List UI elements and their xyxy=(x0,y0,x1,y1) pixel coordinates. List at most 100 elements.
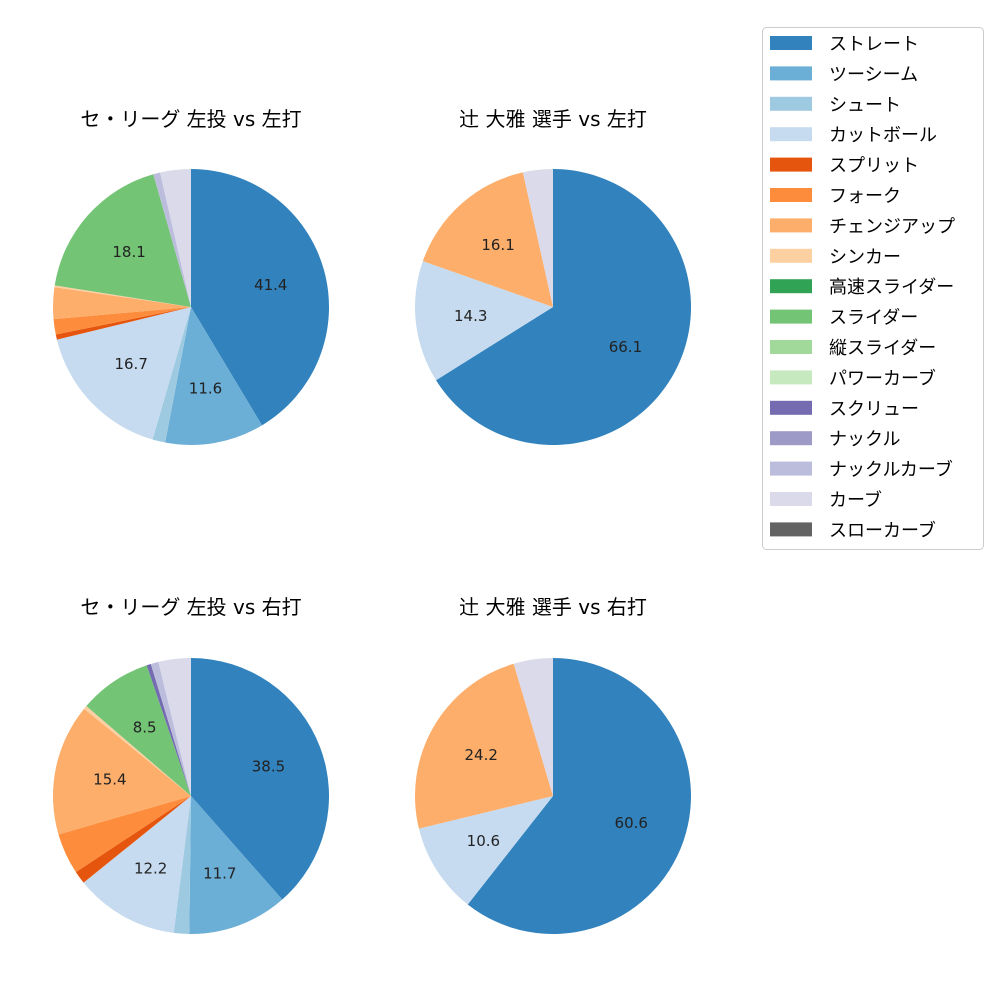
pie-slice xyxy=(153,172,191,307)
legend-swatch xyxy=(770,218,812,233)
pie-slice xyxy=(86,665,191,796)
slice-label: 15.4 xyxy=(93,770,126,788)
pie-slice xyxy=(53,708,191,835)
slice-label: 38.5 xyxy=(252,758,285,776)
legend-item: スローカーブ xyxy=(770,519,936,541)
legend-item: チェンジアップ xyxy=(770,216,955,237)
pie-slice xyxy=(54,285,192,307)
pie-slice xyxy=(150,661,191,796)
legend-label: 高速スライダー xyxy=(829,277,954,298)
pie-slice xyxy=(152,307,191,443)
pie-title: 辻 大雅 選手 vs 左打 xyxy=(459,107,647,131)
pie-chart-2: 辻 大雅 選手 vs 左打 66.1 14.3 16.1 xyxy=(415,107,692,445)
pie-slice xyxy=(415,261,553,381)
pie-slice xyxy=(160,169,191,307)
pie-slice xyxy=(54,174,192,307)
pie-chart-3: セ・リーグ 左投 vs 右打 38.5 11.7 12.2 15.4 8.5 xyxy=(53,595,330,934)
pie-slice xyxy=(55,307,192,340)
legend-label: フォーク xyxy=(829,186,901,207)
pie-slice xyxy=(191,169,330,426)
pie-slice xyxy=(513,658,553,796)
legend-label: スクリュー xyxy=(829,399,919,420)
legend-label: チェンジアップ xyxy=(829,216,955,237)
slice-label: 66.1 xyxy=(609,338,642,356)
legend-swatch xyxy=(770,127,812,142)
pie-title: セ・リーグ 左投 vs 左打 xyxy=(80,107,301,131)
legend-swatch xyxy=(770,188,812,202)
legend-swatch xyxy=(770,279,812,294)
slice-label: 24.2 xyxy=(465,746,498,764)
legend-item: 高速スライダー xyxy=(770,277,954,298)
legend-item: カットボール xyxy=(770,125,937,146)
pie-slice xyxy=(53,307,191,335)
legend-swatch xyxy=(770,96,812,111)
pie-slice xyxy=(467,658,691,935)
pie-slice xyxy=(422,172,553,307)
legend-label: シュート xyxy=(829,95,901,116)
pie-slice xyxy=(189,796,283,934)
legend-item: パワーカーブ xyxy=(770,367,936,389)
legend-item: フォーク xyxy=(770,186,901,207)
slice-label: 60.6 xyxy=(615,814,648,832)
legend-label: ナックルカーブ xyxy=(829,459,953,481)
legend-swatch xyxy=(770,36,812,50)
legend-label: スローカーブ xyxy=(829,519,936,541)
pie-title: セ・リーグ 左投 vs 右打 xyxy=(80,595,301,619)
legend-item: スクリュー xyxy=(770,399,919,420)
pie-slice xyxy=(522,169,553,307)
slice-label: 12.2 xyxy=(134,859,167,877)
legend-label: シンカー xyxy=(829,247,901,268)
pie-title: 辻 大雅 選手 vs 右打 xyxy=(459,595,647,619)
pie-slice xyxy=(158,658,191,796)
legend-label: ツーシーム xyxy=(829,64,918,85)
pie-slice xyxy=(83,796,191,933)
legend-label: スプリット xyxy=(829,156,919,177)
slice-label: 14.3 xyxy=(454,307,487,325)
pie-slice xyxy=(58,796,191,873)
legend-swatch xyxy=(770,248,812,263)
slice-label: 10.6 xyxy=(467,832,500,850)
legend-label: パワーカーブ xyxy=(829,367,936,389)
legend-swatch xyxy=(770,431,812,446)
legend-label: カットボール xyxy=(829,125,937,146)
slice-label: 18.1 xyxy=(112,243,145,261)
pie-slice xyxy=(146,663,191,796)
legend-item: ナックル xyxy=(770,429,900,450)
pie-slice xyxy=(191,658,330,900)
pie-chart-1: セ・リーグ 左投 vs 左打 41.4 11.6 16.7 18.1 xyxy=(53,107,330,445)
legend-item: スライダー xyxy=(770,308,918,329)
pie-slice xyxy=(165,307,262,445)
pie-slice xyxy=(56,307,191,440)
pie-slice xyxy=(84,706,191,796)
pie-slice xyxy=(436,169,692,445)
legend-label: ナックル xyxy=(829,429,900,450)
pie-slice xyxy=(418,796,553,905)
legend-swatch xyxy=(770,461,812,476)
legend-label: ストレート xyxy=(829,34,919,55)
legend-swatch xyxy=(770,309,812,324)
pie-slice xyxy=(173,796,191,934)
pie-slice xyxy=(415,663,553,829)
slice-label: 16.7 xyxy=(114,355,147,373)
legend-item: 縦スライダー xyxy=(770,338,936,359)
legend-item: スプリット xyxy=(770,156,919,177)
slice-label: 41.4 xyxy=(254,276,287,294)
slice-label: 8.5 xyxy=(133,718,157,736)
legend-item: シンカー xyxy=(770,247,901,268)
pie-chart-4: 辻 大雅 選手 vs 右打 60.6 10.6 24.2 xyxy=(415,595,691,935)
legend-item: ツーシーム xyxy=(770,64,918,85)
legend-item: ナックルカーブ xyxy=(770,459,953,481)
legend: ストレートツーシームシュートカットボールスプリットフォークチェンジアップシンカー… xyxy=(762,27,984,550)
legend-item: カーブ xyxy=(770,489,882,511)
pie-slice xyxy=(53,287,191,320)
legend-item: ストレート xyxy=(770,34,919,55)
legend-swatch xyxy=(770,66,812,81)
slice-label: 16.1 xyxy=(481,236,514,254)
slice-label: 11.6 xyxy=(189,380,222,398)
pie-slice xyxy=(75,796,191,883)
legend-label: カーブ xyxy=(829,489,882,511)
legend-swatch xyxy=(770,340,812,354)
legend-swatch xyxy=(770,400,812,415)
